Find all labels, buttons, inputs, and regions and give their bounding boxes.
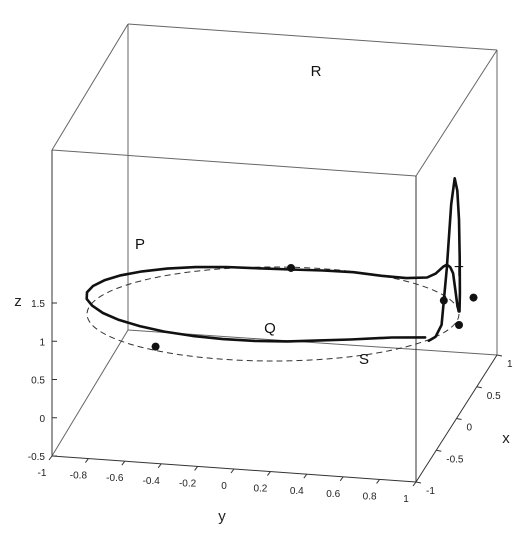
y-tick-mark: [230, 468, 235, 474]
x-tick-label: 0.5: [487, 391, 501, 402]
wave-label-s: S: [359, 351, 369, 368]
y-tick-label: -0.6: [106, 473, 124, 484]
y-axis-ticks: -1 -0.8 -0.6 -0.4 -0.2 0 0.2 0.4 0.6 0.8 1: [38, 455, 417, 505]
x-tick-mark: [496, 354, 503, 357]
y-axis-label: y: [218, 508, 226, 525]
z-axis-ticks: -0.5 0 0.5 1 1.5: [28, 299, 57, 463]
wave-label-p: P: [135, 236, 145, 253]
circle-markers: [151, 263, 478, 351]
y-tick-mark: [303, 473, 308, 479]
y-tick-mark: [266, 471, 271, 476]
x-tick-mark: [456, 418, 462, 420]
y-tick-mark: [85, 458, 89, 463]
z-tick-label: -0.5: [28, 452, 46, 463]
box-top-right-edge: [415, 49, 498, 177]
x-tick-label: -1: [426, 486, 435, 497]
z-tick-label: 0.5: [31, 376, 45, 387]
circle-marker: [287, 263, 295, 272]
x-tick-label: 1: [507, 359, 513, 370]
x-tick-mark: [436, 449, 442, 452]
x-axis-ticks: -1 -0.5 0 0.5 1: [415, 354, 513, 497]
x-tick-mark: [476, 386, 482, 389]
box-top-front-edge: [51, 149, 417, 177]
circle-marker: [151, 342, 160, 351]
y-tick-label: 0.4: [290, 486, 304, 497]
box-top-back-edge: [127, 23, 498, 51]
box-top-left-edge: [51, 23, 129, 151]
y-tick-label: 0: [221, 481, 227, 492]
wave-label-r: R: [311, 63, 322, 80]
y-tick-label: -0.4: [143, 476, 161, 487]
y-tick-mark: [48, 455, 53, 461]
x-tick-mark: [415, 481, 422, 484]
y-tick-mark: [412, 481, 417, 487]
y-tick-mark: [376, 479, 381, 484]
y-tick-label: 1: [403, 494, 409, 505]
circle-marker: [469, 293, 478, 302]
x-tick-label: 0: [467, 423, 473, 434]
circle-marker: [439, 296, 448, 305]
x-tick-label: -0.5: [446, 454, 464, 465]
y-tick-label: -0.2: [179, 478, 197, 489]
y-tick-mark: [157, 463, 162, 469]
z-axis-label: z: [14, 293, 22, 310]
y-tick-label: 0.8: [363, 491, 377, 502]
y-tick-label: 0.2: [253, 484, 267, 495]
z-tick-label: 1: [39, 337, 45, 348]
box-bottom-left-edge: [51, 329, 129, 457]
z-tick-label: 0: [39, 414, 45, 425]
y-tick-mark: [194, 466, 199, 471]
wave-label-t: T: [454, 263, 463, 280]
wave-label-q: Q: [264, 320, 276, 337]
reference-circle: [86, 266, 460, 362]
circle-marker: [455, 321, 463, 329]
y-tick-label: 0.6: [326, 489, 340, 500]
y-tick-mark: [121, 460, 126, 466]
x-axis-label: x: [502, 430, 510, 447]
z-tick-label: 1.5: [31, 299, 45, 310]
y-tick-mark: [339, 476, 344, 482]
y-tick-label: -1: [38, 468, 47, 479]
y-tick-label: -0.8: [70, 471, 88, 482]
ecg-trajectory-line: [85, 177, 462, 343]
